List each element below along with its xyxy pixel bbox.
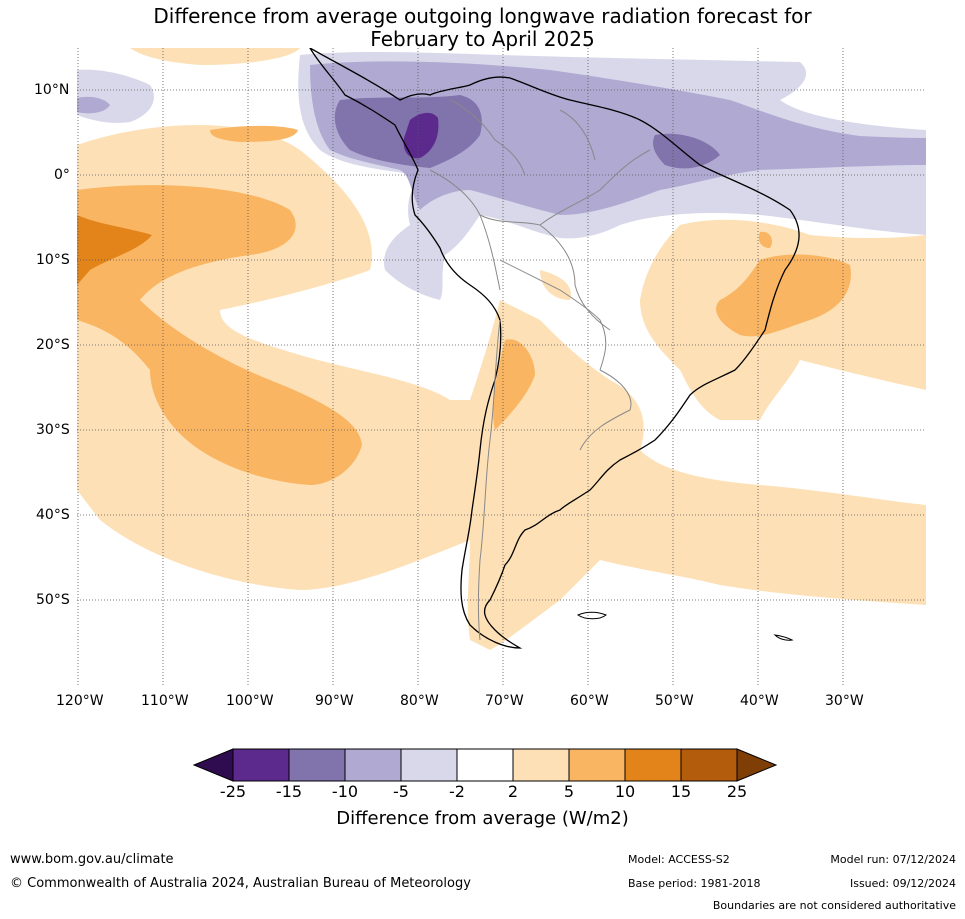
colorbar-tick-label: 2 xyxy=(507,782,519,801)
colorbar-tick-label: 25 xyxy=(726,782,748,801)
falkland-islands xyxy=(576,611,607,620)
lon-label: 90°W xyxy=(315,693,354,709)
lon-label: 40°W xyxy=(740,693,779,709)
colorbar-cell xyxy=(568,748,626,782)
anomaly-region-neg10-neg5 xyxy=(77,96,110,114)
lon-label: 30°W xyxy=(825,693,864,709)
anomaly-region-2-5 xyxy=(130,48,300,65)
colorbar-cell xyxy=(400,748,458,782)
lon-label: 60°W xyxy=(570,693,609,709)
lon-label: 110°W xyxy=(141,693,189,709)
colorbar-title: Difference from average (W/m2) xyxy=(336,808,629,829)
anomaly-region-5-10 xyxy=(210,125,298,142)
anomaly-region-neg5-neg2 xyxy=(77,69,154,123)
colorbar-tick-label: -15 xyxy=(275,782,303,801)
lon-label: 70°W xyxy=(485,693,524,709)
lat-label: 10°S xyxy=(36,252,70,268)
map-title-line1: Difference from average outgoing longwav… xyxy=(153,4,812,28)
footer-issued: Issued: 09/12/2024 xyxy=(849,877,956,890)
lon-label: 80°W xyxy=(400,693,439,709)
coastline xyxy=(309,48,800,649)
colorbar-extend-low xyxy=(192,748,234,782)
colorbar-tick-label: -25 xyxy=(219,782,247,801)
lon-label: 100°W xyxy=(226,693,274,709)
south-georgia-island xyxy=(773,634,794,641)
footer-copyright: © Commonwealth of Australia 2024, Austra… xyxy=(10,876,471,891)
colorbar-cell xyxy=(624,748,682,782)
footer-model-run: Model run: 07/12/2024 xyxy=(830,853,956,866)
footer-model: Model: ACCESS-S2 xyxy=(628,853,730,866)
colorbar-cell xyxy=(288,748,346,782)
colorbar-tick-label: -2 xyxy=(449,782,465,801)
footer-boundaries-note: Boundaries are not considered authoritat… xyxy=(712,899,956,912)
lat-label: 50°S xyxy=(36,592,70,608)
colorbar-cell xyxy=(344,748,402,782)
anomaly-region-5-10 xyxy=(77,185,362,486)
anomaly-region-10-15 xyxy=(77,215,152,285)
colorbar xyxy=(192,748,778,782)
footer-website: www.bom.gov.au/climate xyxy=(10,852,174,867)
colorbar-tick-label: -5 xyxy=(393,782,409,801)
anomaly-region-5-10 xyxy=(716,254,851,337)
anomaly-region-5-10 xyxy=(493,339,535,430)
anomaly-region-2-5 xyxy=(540,270,571,300)
lon-label: 50°W xyxy=(655,693,694,709)
colorbar-tick-label: 10 xyxy=(614,782,636,801)
lat-label: 10°N xyxy=(34,82,70,98)
colorbar-cell xyxy=(456,748,514,782)
colorbar-cell xyxy=(680,748,738,782)
anomaly-region-neg15-neg10 xyxy=(653,133,720,169)
colorbar-extend-high xyxy=(736,748,778,782)
colorbar-tick-label: -10 xyxy=(331,782,359,801)
anomaly-region-neg25-neg15 xyxy=(403,112,439,159)
colorbar-cell xyxy=(512,748,570,782)
country-borders xyxy=(429,99,651,641)
colorbar-tick-label: 5 xyxy=(563,782,575,801)
lat-label: 0° xyxy=(54,167,70,183)
anomaly-region-5-10 xyxy=(758,231,772,248)
lat-label: 40°S xyxy=(36,507,70,523)
colorbar-cell xyxy=(232,748,290,782)
footer-base-period: Base period: 1981-2018 xyxy=(628,877,761,890)
lon-label: 120°W xyxy=(56,693,104,709)
lat-label: 30°S xyxy=(36,422,70,438)
graticule xyxy=(77,48,926,685)
lat-label: 20°S xyxy=(36,337,70,353)
colorbar-tick-label: 15 xyxy=(670,782,692,801)
map-title-line2: February to April 2025 xyxy=(370,27,595,51)
